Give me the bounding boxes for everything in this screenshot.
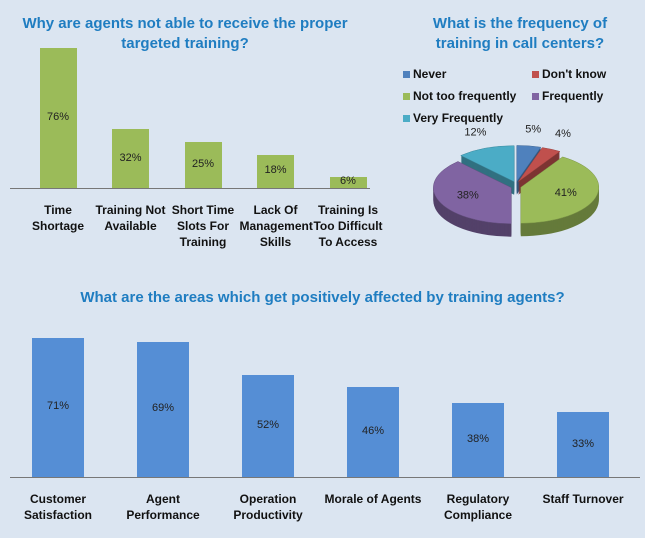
bar [112,129,149,188]
slice [460,145,515,183]
legend-swatch [532,71,539,78]
slice [517,147,561,183]
legend-label: Never [413,67,447,81]
chart-title: Why are agents not able to receive the p… [22,15,348,52]
x-tick-label: Customer Satisfaction [23,492,92,522]
legend-swatch [403,115,410,122]
x-tick-label: Training Is Too Difficult To Access [313,203,383,249]
data-label: 71% [46,400,70,413]
data-label: 33% [571,437,595,450]
chart-title: What are the areas which get positively … [80,289,565,306]
bar [32,337,84,477]
data-label: 52% [256,419,280,432]
x-tick-label: Time Shortage [31,203,84,233]
bar [137,341,189,477]
bar [557,412,609,477]
x-tick-label: Agent Performance [126,492,200,522]
data-label: 69% [151,402,175,415]
legend-swatch [403,71,410,78]
chart-title: What is the frequency of training in cal… [432,15,608,52]
x-tick-label: Lack Of Management Skills [239,203,313,249]
x-axis [10,477,640,478]
slice [433,161,512,224]
legend-label: Frequently [542,89,604,103]
data-label: 4% [555,128,571,140]
slice [516,145,542,183]
data-label: 12% [464,126,486,138]
legend-label: Don't know [542,67,607,81]
x-tick-label: Training Not Available [95,203,166,233]
legend-label: Not too frequently [413,89,517,103]
x-tick-label: Morale of Agents [324,492,422,506]
legend-swatch [403,93,410,100]
x-tick-label: Staff Turnover [542,492,624,506]
data-label: 46% [361,424,385,437]
legend-swatch [532,93,539,100]
data-label: 32% [119,151,142,164]
x-axis [10,188,370,189]
data-label: 25% [191,158,215,170]
bar [257,154,294,188]
bar [347,386,399,477]
bar [242,375,294,477]
x-tick-label: Regulatory Compliance [443,492,512,522]
slice [520,156,600,224]
bar [184,142,222,188]
legend-label: Very Frequently [413,111,503,125]
data-label: 41% [555,187,577,199]
data-label: 76% [46,111,70,124]
x-tick-label: Short Time Slots For Training [171,203,235,249]
data-label: 5% [525,123,541,135]
data-label: 38% [466,432,490,445]
bar [39,48,77,188]
data-label: 38% [457,190,479,202]
bar [329,176,367,188]
data-label: 18% [264,164,287,177]
x-tick-label: Operation Productivity [233,492,303,522]
data-label: 6% [340,175,356,188]
bar [452,402,504,477]
